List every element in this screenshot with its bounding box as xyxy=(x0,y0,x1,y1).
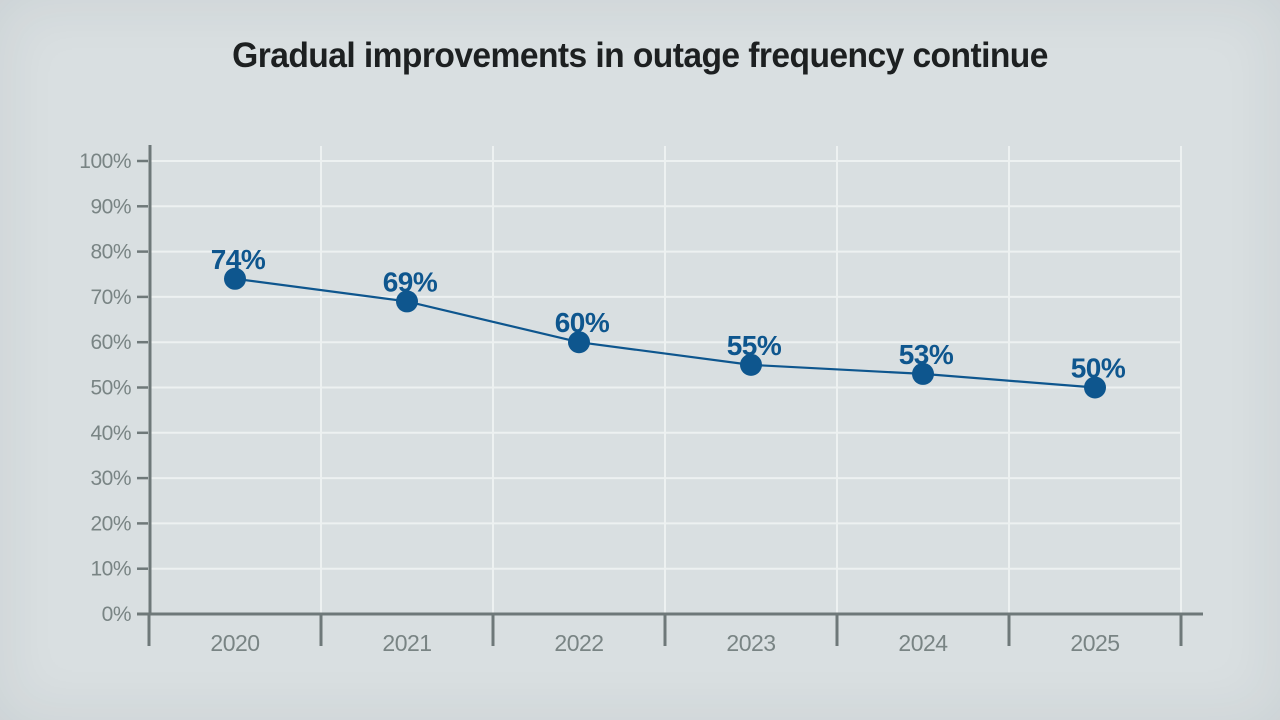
y-tick-label: 100% xyxy=(79,150,131,173)
y-tick-label: 30% xyxy=(90,467,131,490)
x-tick-label: 2024 xyxy=(898,630,948,656)
x-tick-label: 2021 xyxy=(382,630,431,656)
chart-title: Gradual improvements in outage frequency… xyxy=(232,36,1048,75)
data-point-label: 53% xyxy=(899,339,954,370)
trend-line xyxy=(234,277,1096,389)
y-tick-label: 60% xyxy=(90,331,131,354)
data-point-label: 55% xyxy=(727,330,782,361)
data-point-label: 74% xyxy=(211,244,266,275)
data-point xyxy=(396,290,418,313)
y-tick-label: 90% xyxy=(90,195,131,218)
y-tick-label: 70% xyxy=(90,286,131,309)
data-point xyxy=(740,353,762,376)
y-tick-label: 40% xyxy=(90,422,131,445)
y-tick-label: 50% xyxy=(90,377,131,400)
x-tick-label: 2020 xyxy=(210,630,259,656)
data-point xyxy=(1084,376,1106,399)
x-tick-label: 2025 xyxy=(1070,630,1119,656)
y-tick-label: 0% xyxy=(102,603,131,626)
data-point-label: 69% xyxy=(383,266,438,297)
data-point-label: 50% xyxy=(1071,353,1126,384)
y-tick-label: 10% xyxy=(90,558,131,581)
x-tick-label: 2023 xyxy=(726,630,775,656)
data-point xyxy=(224,267,246,290)
data-point xyxy=(568,331,590,354)
x-tick-label: 2022 xyxy=(554,630,603,656)
data-point-label: 60% xyxy=(555,307,610,338)
y-tick-label: 80% xyxy=(90,241,131,264)
y-tick-label: 20% xyxy=(90,512,131,535)
data-point xyxy=(912,362,934,385)
